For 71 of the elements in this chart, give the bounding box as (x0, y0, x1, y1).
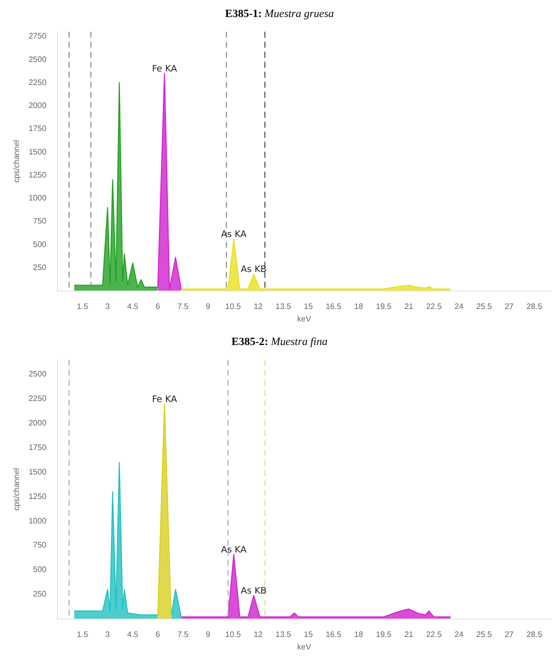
x-tick-label: 6 (156, 302, 161, 311)
chart-title: E385-2: Muestra fina (232, 336, 328, 348)
y-tick-label: 1250 (28, 492, 47, 501)
x-tick-label: 24 (454, 630, 464, 639)
x-tick-label: 10.5 (225, 630, 242, 639)
x-tick-label: 7.5 (177, 302, 189, 311)
x-tick-label: 15 (304, 302, 314, 311)
y-tick-label: 2250 (28, 394, 47, 404)
x-tick-label: 1.5 (76, 302, 89, 311)
x-tick-label: 4.5 (127, 630, 139, 639)
x-tick-label: 12 (254, 630, 264, 639)
x-tick-label: 9 (206, 630, 211, 639)
y-tick-label: 1500 (28, 147, 47, 156)
x-tick-label: 21 (404, 630, 414, 639)
y-tick-label: 1500 (28, 467, 47, 476)
x-tick-label: 27 (504, 630, 514, 639)
x-axis-title: keV (297, 642, 312, 652)
y-tick-label: 250 (33, 262, 47, 272)
x-tick-label: 21 (404, 302, 414, 311)
x-tick-label: 3 (105, 302, 110, 311)
x-tick-label: 13.5 (275, 302, 292, 311)
y-tick-label: 2000 (28, 101, 47, 110)
annotation: As KA (220, 545, 248, 556)
y-tick-label: 1750 (28, 442, 47, 452)
y-tick-label: 1250 (28, 170, 47, 180)
x-tick-label: 22.5 (426, 630, 442, 639)
y-tick-label: 500 (33, 240, 47, 249)
annotation: As KA (220, 230, 248, 240)
y-tick-label: 2500 (28, 54, 47, 64)
x-tick-label: 18 (354, 302, 364, 311)
y-tick-label: 750 (33, 540, 47, 550)
x-tick-label: 7.5 (177, 630, 189, 639)
x-tick-label: 18 (354, 630, 364, 639)
x-tick-label: 10.5 (225, 302, 242, 311)
y-tick-label: 500 (33, 565, 47, 574)
x-tick-label: 6 (156, 630, 161, 639)
x-tick-label: 28.5 (526, 302, 543, 311)
x-tick-label: 15 (304, 630, 314, 639)
chart-title: E385-1: Muestra gruesa (225, 8, 334, 20)
x-tick-label: 27 (504, 302, 514, 311)
y-tick-label: 250 (33, 590, 47, 599)
y-tick-label: 2000 (28, 418, 47, 428)
x-tick-label: 9 (206, 302, 211, 311)
x-tick-label: 25.5 (476, 302, 492, 311)
x-tick-label: 16.5 (326, 630, 342, 639)
x-tick-label: 28.5 (526, 630, 543, 639)
x-tick-label: 24 (454, 302, 464, 311)
y-tick-label: 750 (33, 216, 47, 226)
x-tick-label: 16.5 (326, 302, 342, 311)
x-tick-label: 13.5 (275, 630, 292, 639)
y-tick-label: 1750 (28, 124, 47, 134)
y-tick-label: 2500 (28, 370, 47, 379)
y-axis-title: cps/channel (12, 468, 22, 511)
x-tick-label: 25.5 (476, 630, 492, 639)
x-tick-label: 1.5 (76, 630, 89, 639)
y-tick-label: 2250 (28, 78, 47, 87)
x-tick-label: 3 (105, 630, 110, 639)
x-tick-label: 19.5 (376, 630, 392, 639)
annotation: As KB (240, 586, 267, 596)
y-axis-title: cps/channel (12, 140, 22, 183)
x-tick-label: 4.5 (127, 302, 139, 311)
annotation: As KB (240, 265, 267, 276)
x-tick-label: 22.5 (426, 302, 442, 311)
x-axis-title: keV (297, 314, 312, 324)
y-tick-label: 1000 (28, 194, 47, 203)
annotation: Fe KA (152, 394, 178, 405)
annotation: Fe KA (152, 64, 178, 74)
y-tick-label: 2750 (28, 32, 47, 41)
x-tick-label: 12 (254, 302, 264, 311)
x-tick-label: 19.5 (376, 302, 392, 311)
y-tick-label: 1000 (28, 516, 47, 526)
